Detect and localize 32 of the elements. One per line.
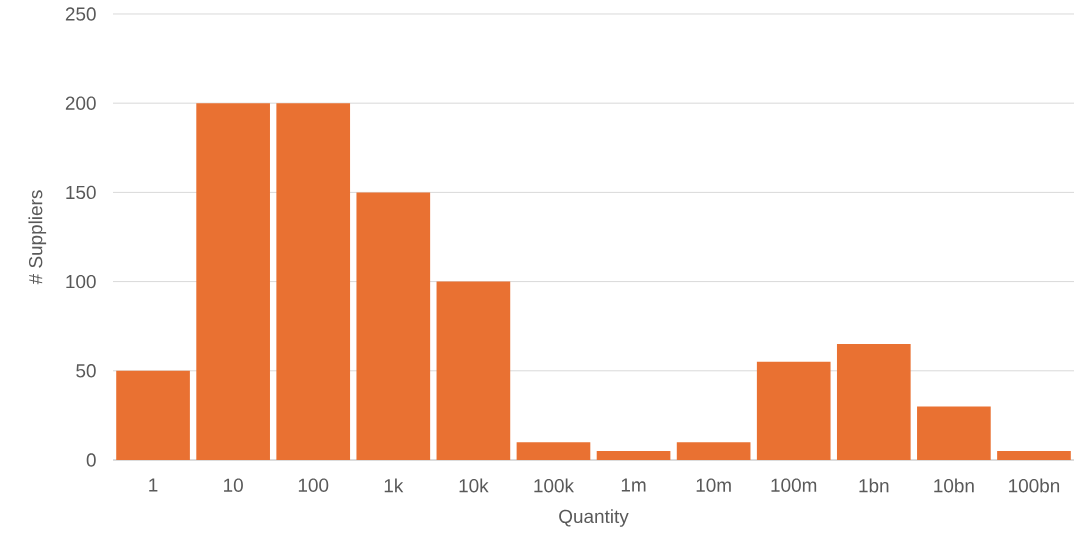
bar — [596, 451, 671, 460]
y-tick-label: 150 — [66, 185, 96, 200]
bar — [356, 192, 431, 460]
bar — [997, 451, 1071, 460]
x-tick-label: 10 — [224, 478, 243, 492]
bar — [436, 281, 511, 460]
x-tick-label: 100bn — [1009, 478, 1060, 493]
bar — [516, 442, 591, 460]
y-tick-label: 100 — [66, 274, 96, 289]
bar — [756, 361, 831, 460]
y-axis-title: # Suppliers — [28, 190, 47, 285]
y-tick-label: 250 — [65, 7, 96, 21]
x-tick-label: 100 — [298, 478, 329, 492]
bar — [917, 406, 991, 460]
bar — [836, 344, 911, 460]
bar — [116, 370, 190, 460]
x-tick-label: 10m — [696, 478, 731, 492]
y-tick-label: 200 — [65, 96, 96, 110]
x-tick-label: 10bn — [934, 478, 974, 493]
y-tick-label: 0 — [86, 453, 96, 467]
x-tick-label: 1bn — [859, 478, 889, 493]
y-tick-label: 50 — [76, 364, 96, 378]
bar — [276, 103, 351, 460]
x-axis-title: Quantity — [559, 509, 629, 527]
x-tick-label: 1k — [384, 478, 404, 493]
x-tick-label: 100m — [771, 478, 817, 492]
bar — [676, 442, 751, 460]
x-tick-label: 100k — [534, 478, 574, 493]
x-tick-label: 10k — [459, 478, 489, 493]
x-tick-label: 1m — [621, 478, 646, 492]
x-tick-label: 1 — [149, 478, 158, 492]
bar — [196, 103, 270, 460]
